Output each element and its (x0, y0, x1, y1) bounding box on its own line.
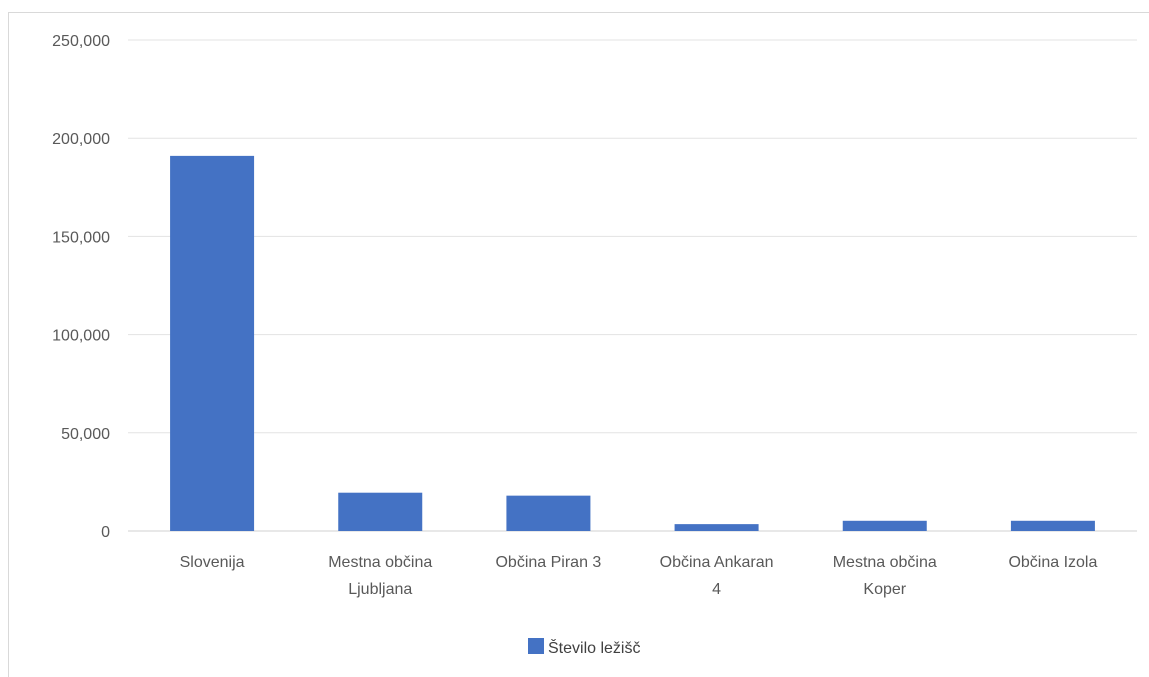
bar (170, 155, 255, 531)
legend-label: Število ležišč (548, 638, 640, 657)
bar (506, 495, 591, 531)
y-tick-label: 200,000 (52, 131, 110, 148)
bar (1010, 520, 1095, 531)
x-tick-label: Mestna občina Ljubljana (328, 554, 432, 598)
x-tick-label: Mestna občina Koper (833, 554, 937, 598)
bar (338, 492, 423, 531)
y-axis-ticks: 0 50,000 100,000 150,000 200,000 250,000 (52, 33, 110, 541)
gridlines (128, 39, 1137, 532)
legend-swatch (528, 638, 544, 654)
bars (170, 155, 1095, 531)
x-axis-ticks: Slovenija Mestna občina Ljubljana Občina Pi… (180, 554, 1098, 598)
legend: Število ležišč (528, 638, 640, 657)
bar (842, 520, 927, 531)
y-tick-label: 0 (101, 524, 110, 541)
y-tick-label: 100,000 (52, 328, 110, 345)
y-tick-label: 50,000 (61, 426, 110, 443)
y-tick-label: 150,000 (52, 229, 110, 246)
x-tick-label: Občina Piran 3 (495, 554, 601, 571)
y-tick-label: 250,000 (52, 33, 110, 50)
x-tick-label: Občina Ankaran 4 (660, 554, 774, 598)
bar (674, 524, 759, 531)
x-tick-label: Slovenija (180, 554, 245, 571)
x-tick-label: Občina Izola (1008, 554, 1097, 571)
